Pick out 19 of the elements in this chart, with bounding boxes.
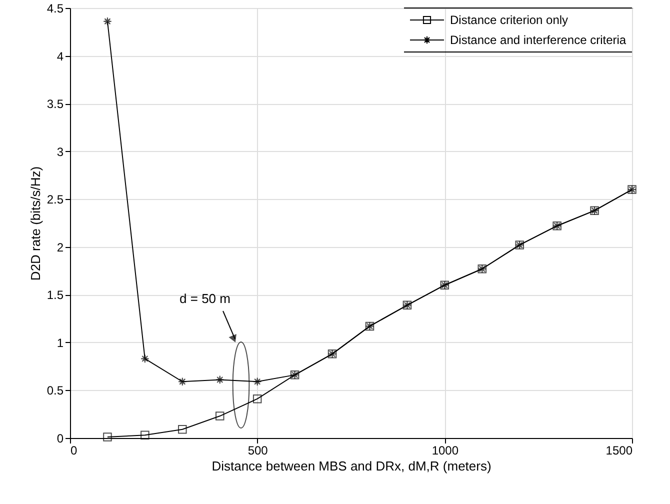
- x-axis-title: Distance between MBS and DRx, dM,R (meters): [212, 458, 492, 474]
- y-tick-label: 4.5: [46, 2, 64, 16]
- y-tick-label: 1: [56, 336, 64, 350]
- x-tick-label: 1500: [606, 444, 633, 458]
- x-tick-label: 0: [70, 444, 78, 458]
- legend-label: Distance criterion only: [450, 13, 568, 27]
- x-tick-label: 500: [248, 444, 268, 458]
- legend-label: Distance and interference criteria: [450, 33, 626, 47]
- annotation: d = 50 m: [180, 291, 230, 306]
- y-tick-label: 2: [56, 240, 64, 254]
- x-tick-label: 1000: [432, 444, 459, 458]
- y-tick-label: 3.5: [46, 97, 64, 112]
- y-tick-label: 3: [56, 144, 64, 159]
- y-tick-label: 4: [56, 49, 64, 64]
- y-tick-label: 1.5: [46, 288, 64, 302]
- y-tick-label: 0.5: [46, 384, 64, 398]
- y-tick-label: 2.5: [46, 192, 64, 207]
- y-axis-title: D2D rate (bits/s/Hz): [28, 166, 43, 281]
- y-tick-label: 0: [56, 432, 64, 446]
